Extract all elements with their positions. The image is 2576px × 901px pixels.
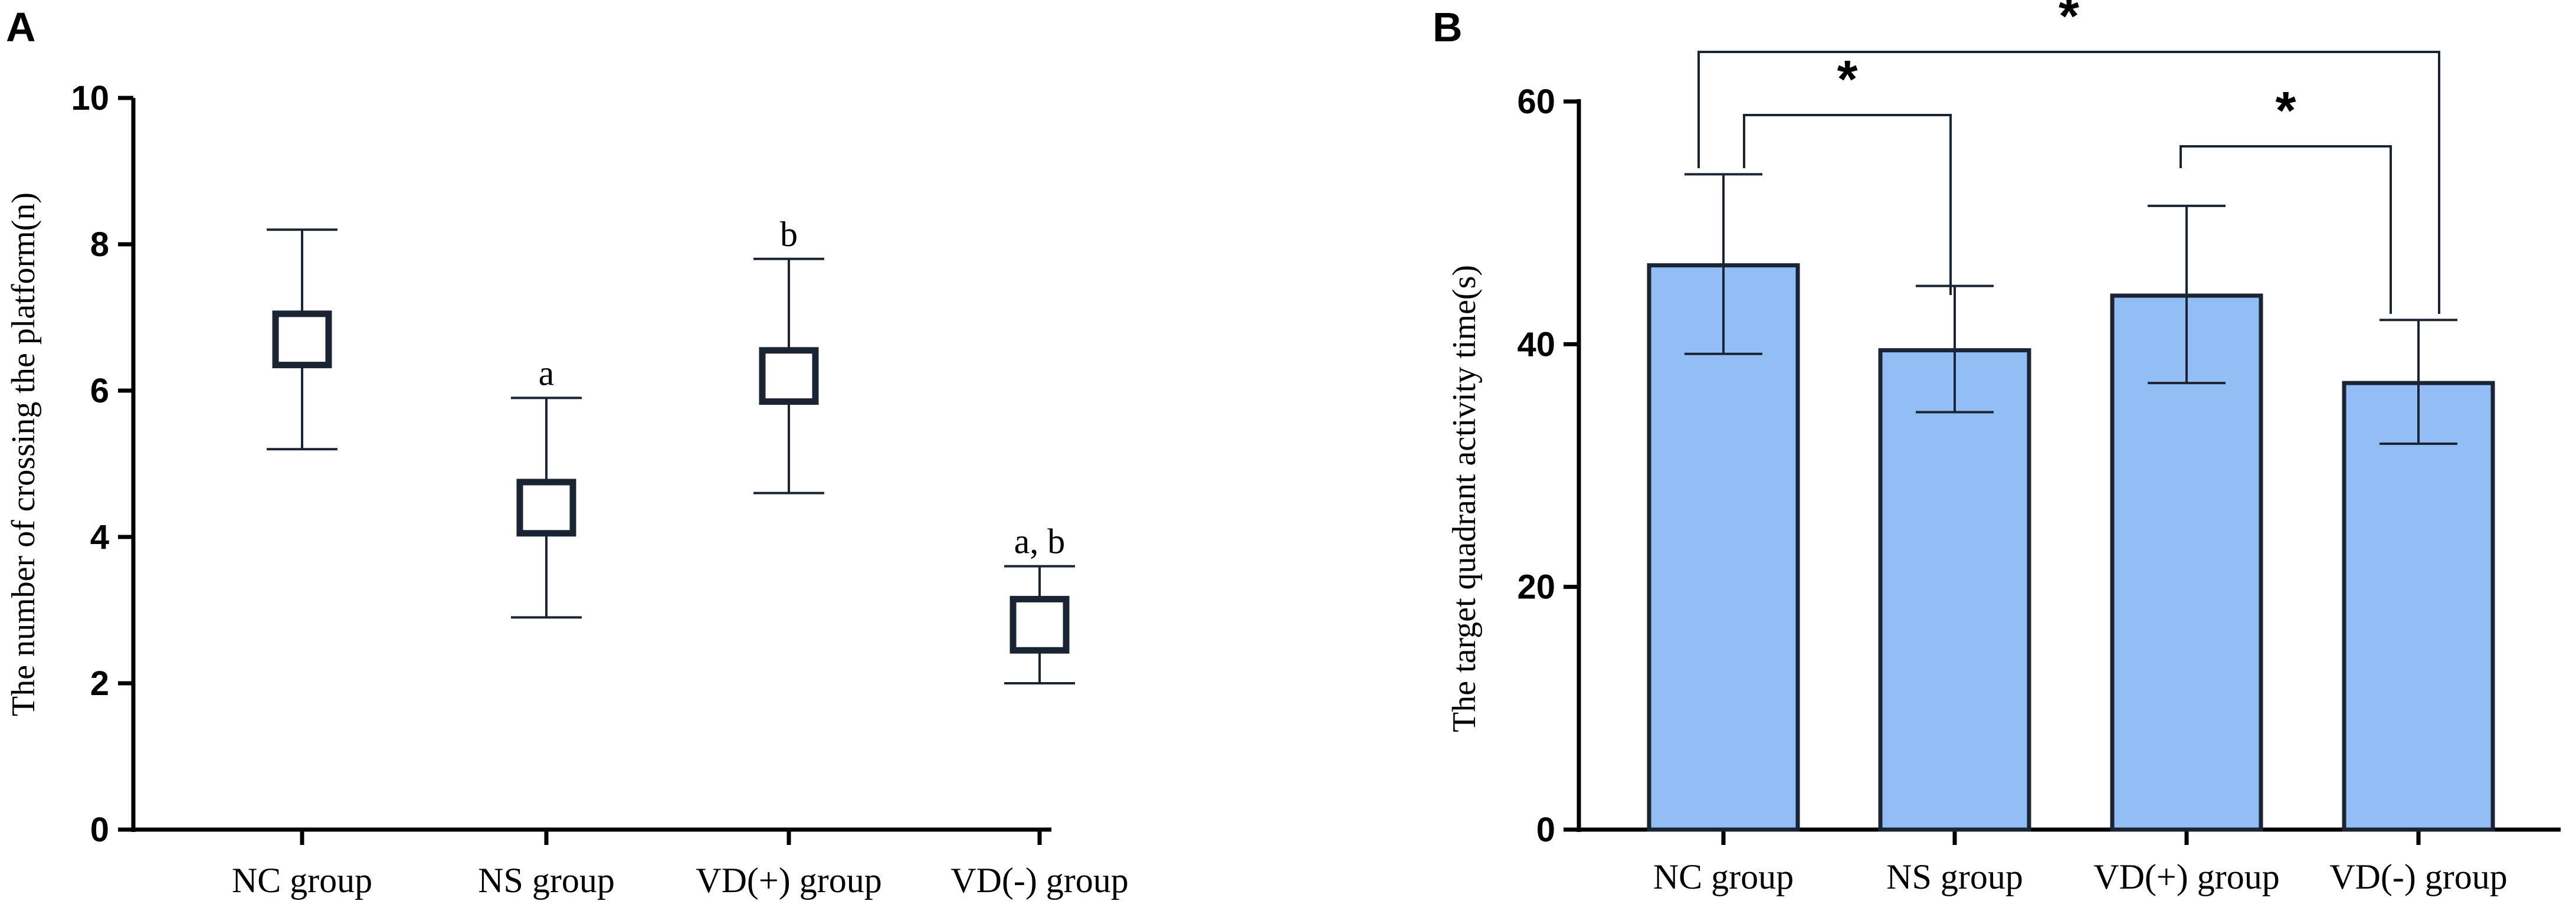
panel-a-label: A (6, 4, 36, 50)
panel-b-significance-star: * (2275, 81, 2296, 140)
panel-b: B The target quadrant activity time(s) 0… (1433, 0, 2561, 896)
panel-a-x-tick-label: VD(-) group (951, 861, 1129, 900)
panel-a-significance-label: a (539, 353, 555, 392)
panel-a-x-tick-label: NC group (232, 861, 372, 900)
panel-b-y-tick-label: 40 (1517, 325, 1555, 363)
panel-a-y-tick-label: 8 (90, 225, 109, 264)
panel-a-y-tick-label: 0 (90, 811, 109, 849)
panel-a-mean-box (1010, 595, 1070, 654)
panel-b-x-tick-label: NS group (1886, 857, 2023, 896)
panel-a-significance-label: b (780, 215, 798, 254)
panel-b-bar (1878, 348, 2031, 832)
panel-a-significance-label: a, b (1014, 522, 1066, 561)
panel-b-y-tick-label: 60 (1517, 83, 1555, 121)
panel-a-mean-box (272, 310, 332, 369)
panel-a-y-tick-label: 10 (71, 79, 109, 117)
panel-a-y-tick-label: 4 (90, 518, 109, 556)
panel-b-significance-bracket (1697, 51, 2440, 314)
panel-b-x-tick-label: VD(+) group (2093, 857, 2279, 896)
panel-b-y-tick-label: 0 (1536, 811, 1555, 849)
panel-b-bar (2110, 293, 2263, 832)
panel-b-y-tick-label: 20 (1517, 568, 1555, 607)
panel-a: A The number of crossing the platform(n)… (5, 4, 1129, 900)
panel-a-mean-box (759, 347, 819, 405)
panel-b-label: B (1433, 4, 1463, 50)
panel-a-x-tick-label: VD(+) group (696, 861, 881, 900)
panel-a-y-tick-label: 6 (90, 372, 109, 410)
panel-a-y-axis-title: The number of crossing the platform(n) (5, 192, 42, 716)
panel-a-y-tick-label: 2 (90, 664, 109, 703)
panel-a-mean-box (516, 479, 576, 537)
panel-b-x-tick-label: NC group (1653, 857, 1794, 896)
panel-b-significance-bracket (1743, 114, 1952, 295)
panel-b-significance-star: * (1837, 50, 1857, 109)
panel-a-x-tick-label: NS group (478, 861, 615, 900)
panel-b-significance-star: * (2059, 0, 2079, 46)
panel-b-significance-bracket (2180, 145, 2392, 314)
panel-b-x-tick-label: VD(-) group (2329, 857, 2508, 896)
panel-b-y-axis-title: The target quadrant activity time(s) (1446, 265, 1483, 732)
panel-b-bar (2342, 381, 2495, 832)
